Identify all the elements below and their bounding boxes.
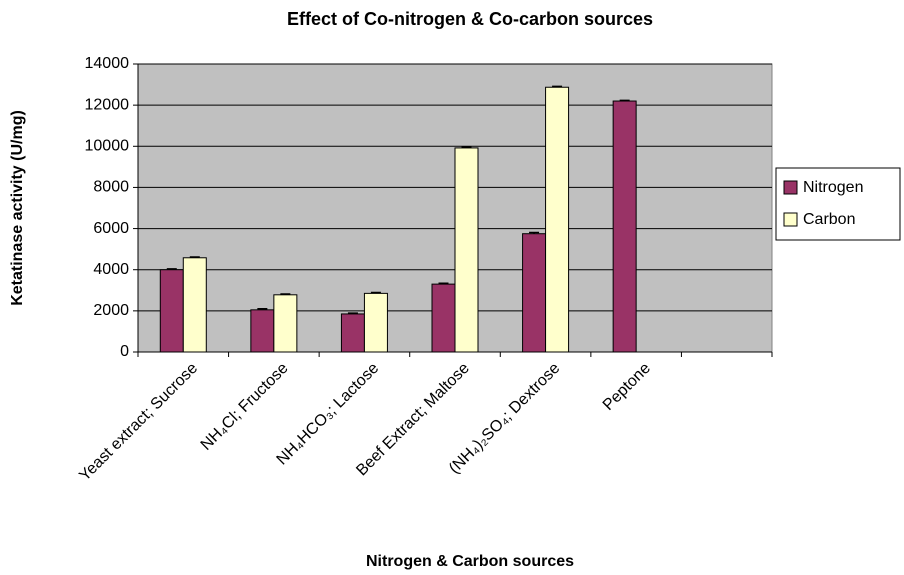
bar: [431, 283, 456, 353]
error-bar: [552, 85, 563, 88]
error-bar: [166, 268, 177, 270]
error-bar: [529, 231, 540, 234]
legend-label: Carbon: [803, 211, 855, 228]
y-tick-label: 2000: [93, 302, 129, 319]
x-tick-label: Yeast extract; Sucrose: [76, 360, 201, 485]
error-bar: [280, 293, 291, 295]
bar: [612, 100, 637, 353]
error-bar: [370, 291, 381, 294]
y-axis-title: Ketatinase activity (U/mg): [9, 110, 26, 306]
y-tick-label: 8000: [93, 179, 129, 196]
x-axis-title: Nitrogen & Carbon sources: [366, 553, 574, 570]
y-tick-label: 12000: [85, 96, 130, 113]
error-bar: [347, 312, 358, 314]
error-bar: [257, 308, 268, 310]
bar: [182, 257, 207, 353]
legend-swatch: [783, 212, 798, 227]
bar: [363, 292, 388, 353]
y-tick-label: 10000: [85, 138, 130, 155]
error-bar: [438, 282, 449, 285]
chart-title: Effect of Co-nitrogen & Co-carbon source…: [287, 9, 653, 29]
error-bar: [619, 99, 630, 102]
legend-label: Nitrogen: [803, 179, 863, 196]
x-tick-label: Peptone: [600, 360, 654, 414]
bar: [454, 147, 479, 353]
y-tick-label: 14000: [85, 55, 130, 72]
legend-swatch: [783, 180, 798, 195]
error-bar: [461, 145, 472, 148]
bar: [522, 233, 547, 353]
bar: [545, 86, 570, 353]
y-tick-label: 4000: [93, 261, 129, 278]
x-tick-label: NH₄Cl; Fructose: [198, 360, 292, 454]
bar: [250, 309, 275, 353]
bar: [340, 313, 365, 353]
y-tick-label: 0: [120, 343, 129, 360]
bar: [159, 269, 184, 353]
x-tick-label: NH₄HCO₃; Lactose: [274, 360, 383, 469]
y-tick-label: 6000: [93, 220, 129, 237]
legend-box: [775, 167, 901, 241]
bar: [273, 294, 298, 353]
error-bar: [189, 256, 200, 258]
